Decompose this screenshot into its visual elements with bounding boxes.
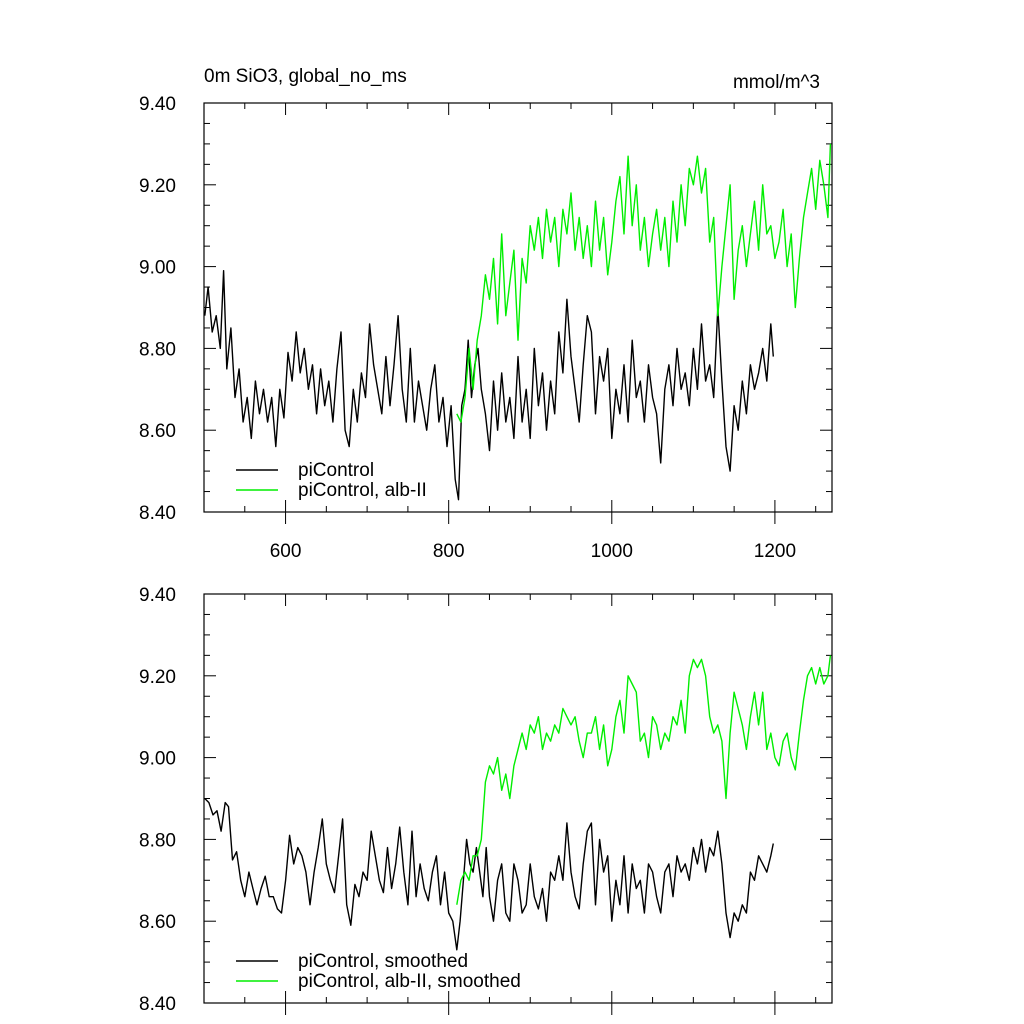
legend-label: piControl, alb-II, smoothed <box>298 971 521 992</box>
y-tick-label: 9.20 <box>139 667 176 688</box>
y-tick-label: 9.00 <box>139 258 176 279</box>
y-tick-label: 8.60 <box>139 912 176 933</box>
y-tick-label: 8.40 <box>139 994 176 1015</box>
top-panel: 600 800 1000 1200 8.40 8.60 8.80 9.00 9.20 9.40 pi… <box>139 94 833 562</box>
series-line-picontrol <box>204 270 774 501</box>
legend-label: piControl <box>298 460 374 481</box>
x-tick-label: 800 <box>433 541 465 562</box>
bottom-panel: 8.40 8.60 8.80 9.00 9.20 9.40 piControl, smoot… <box>139 585 833 1015</box>
x-tick-label: 600 <box>270 541 302 562</box>
y-tick-label: 9.40 <box>139 585 176 606</box>
y-tick-label: 8.40 <box>139 503 176 524</box>
y-tick-label: 8.80 <box>139 339 176 360</box>
chart-title-left: 0m SiO3, global_no_ms <box>204 66 407 87</box>
x-tick-label: 1200 <box>754 541 796 562</box>
y-tick-label: 9.20 <box>139 176 176 197</box>
legend-label: piControl, smoothed <box>298 951 468 972</box>
chart-title-right: mmol/m^3 <box>733 72 820 93</box>
y-tick-label: 9.40 <box>139 94 176 115</box>
series-line-picontrol-smoothed <box>204 798 774 951</box>
plot-frame <box>203 102 833 513</box>
legend-label: piControl, alb-II <box>298 480 427 501</box>
series-line-picontrol-alb-ii-smoothed <box>456 655 832 905</box>
series-line-picontrol-alb-ii <box>456 143 832 423</box>
x-tick-label: 1000 <box>591 541 633 562</box>
y-tick-label: 9.00 <box>139 749 176 770</box>
plot-frame <box>203 593 833 1004</box>
y-tick-label: 8.60 <box>139 421 176 442</box>
y-tick-label: 8.80 <box>139 830 176 851</box>
